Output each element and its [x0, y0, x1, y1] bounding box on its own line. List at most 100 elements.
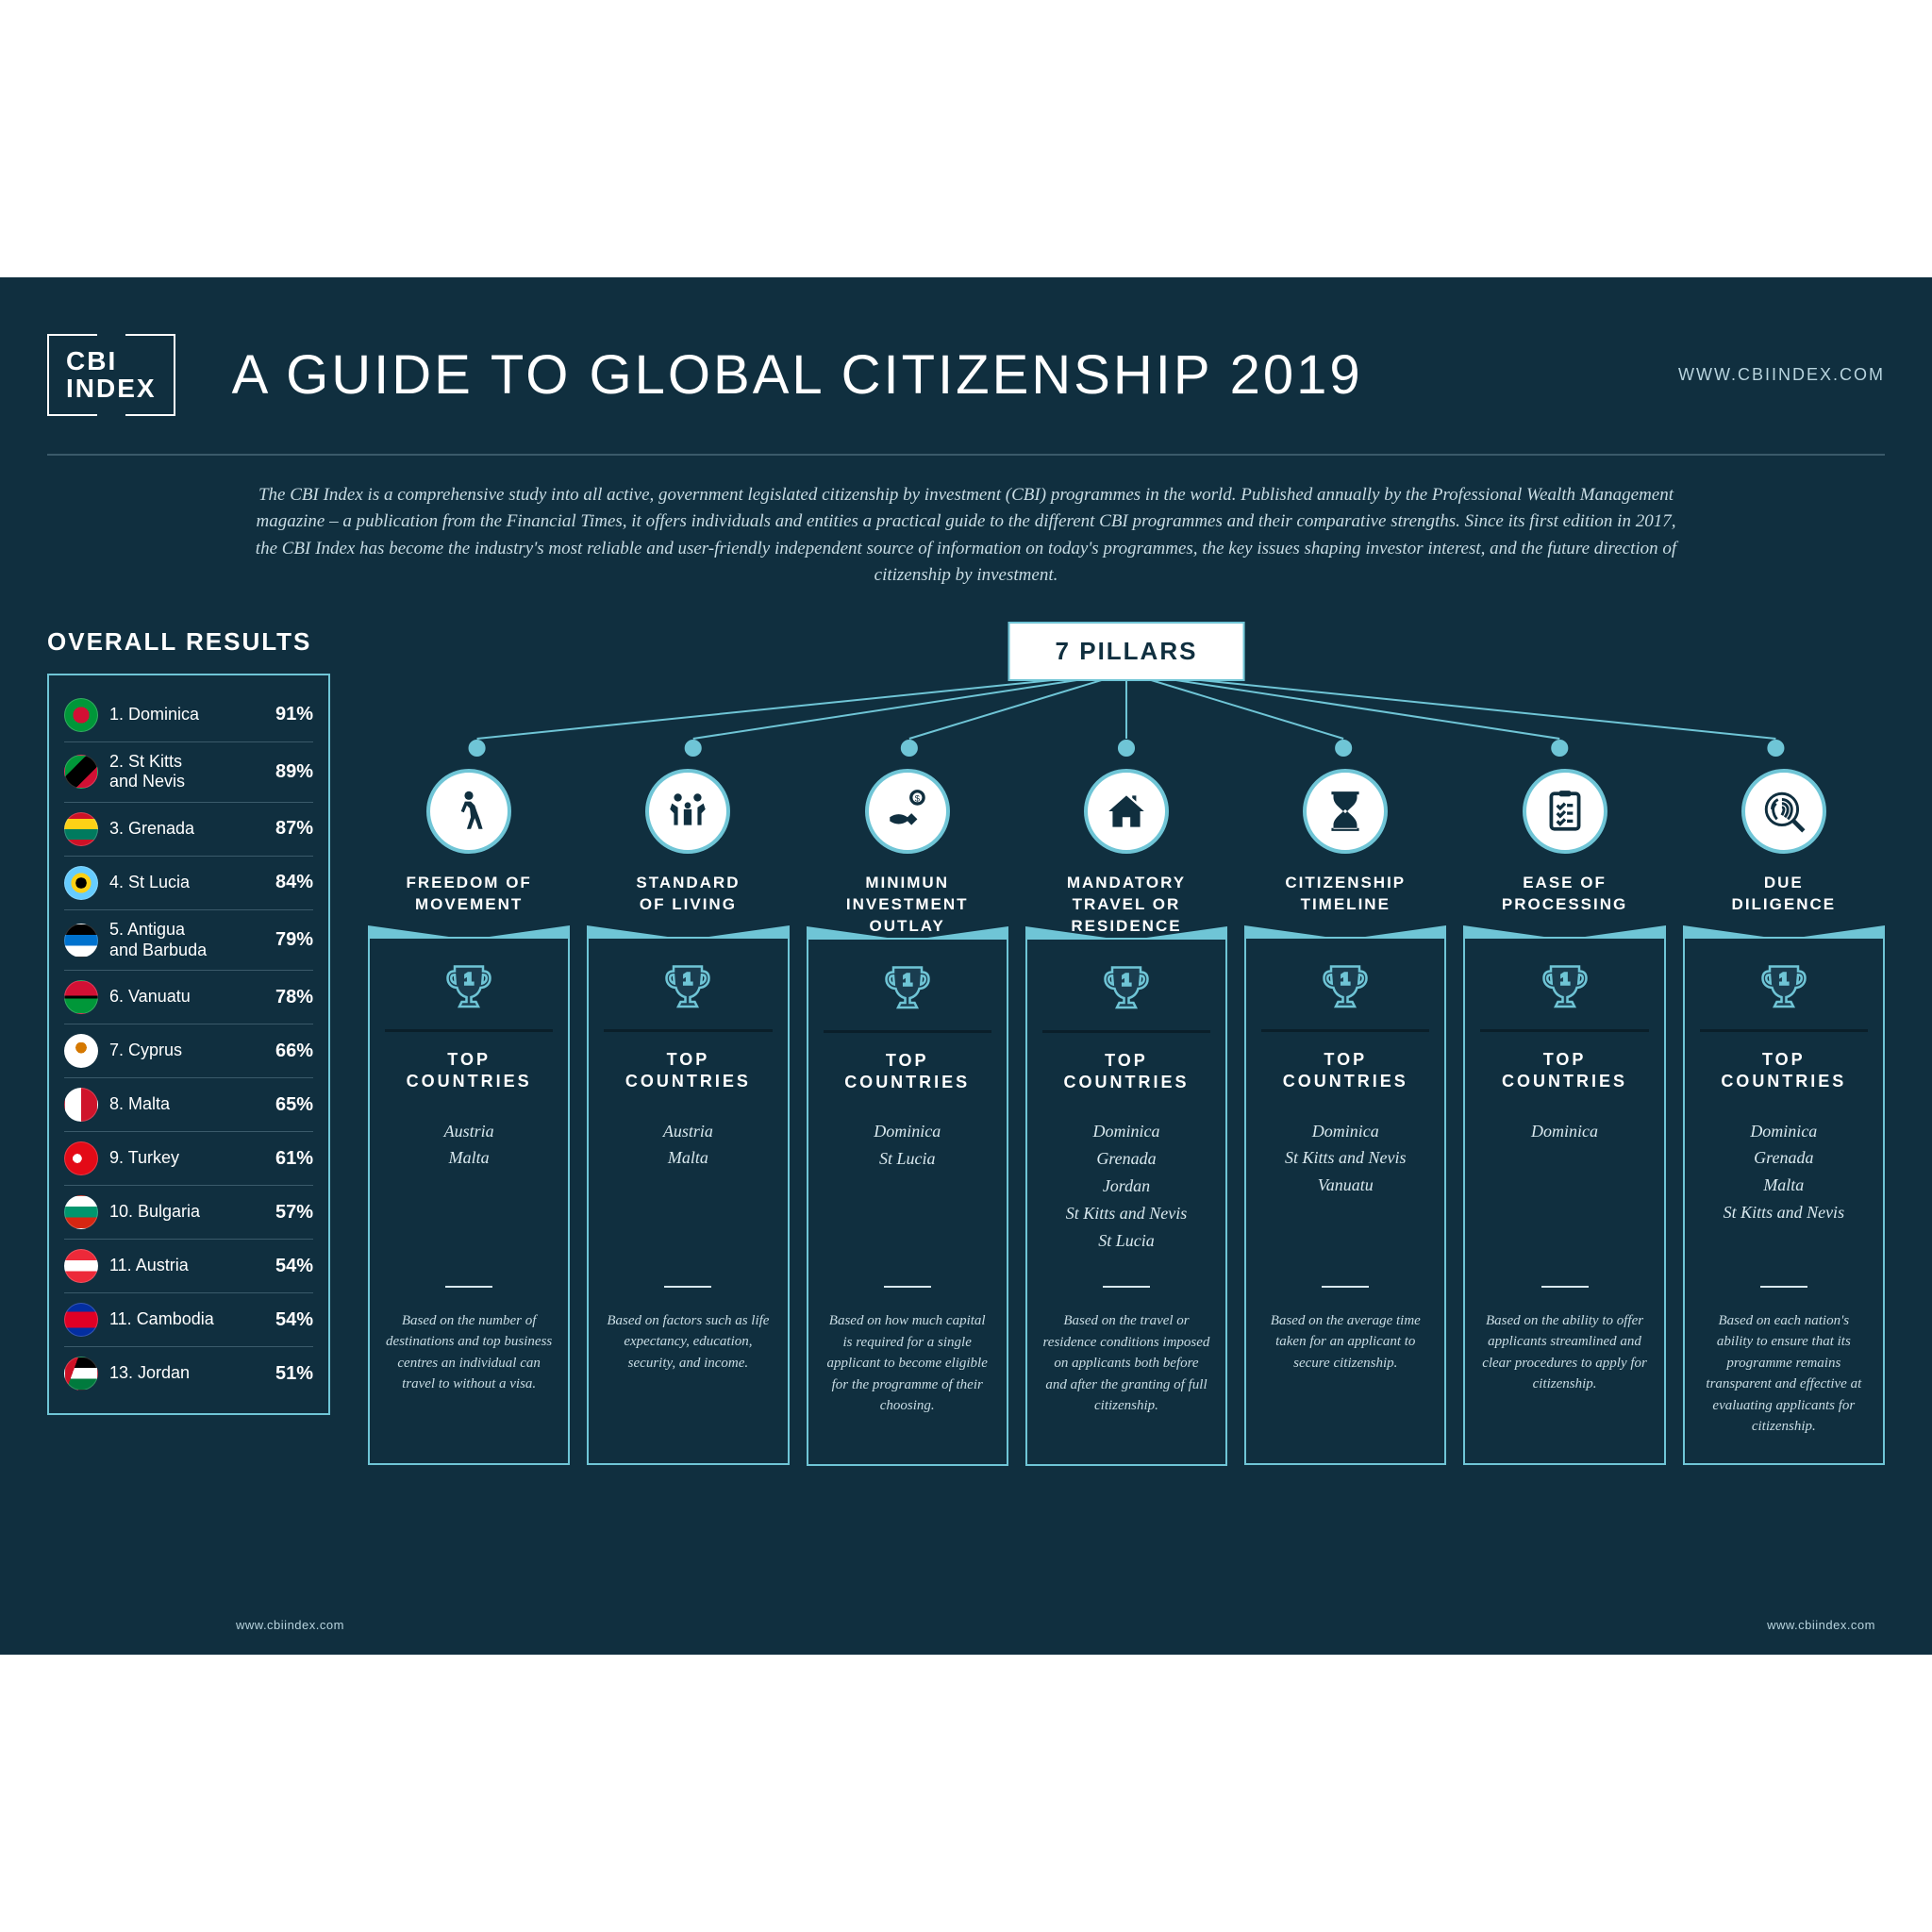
- trophy-icon: [1532, 959, 1598, 1016]
- trophy-icon: [1312, 959, 1378, 1016]
- top-countries-label: TOP COUNTRIES: [1721, 1049, 1846, 1093]
- pillar-desc: Based on the number of destinations and …: [385, 1310, 553, 1395]
- pillar-countries: Dominica St Kitts and Nevis Vanuatu: [1285, 1118, 1407, 1278]
- flag-icon: [64, 1195, 98, 1229]
- result-name: 10. Bulgaria: [109, 1202, 264, 1223]
- result-name: 5. Antigua and Barbuda: [109, 920, 264, 960]
- checklist-icon: [1523, 769, 1607, 854]
- flag-icon: [64, 1034, 98, 1068]
- result-name: 2. St Kitts and Nevis: [109, 752, 264, 792]
- pillar: DUE DILIGENCE TOP COUNTRIES Dominica Gre…: [1683, 769, 1885, 1466]
- result-name: 3. Grenada: [109, 819, 264, 840]
- family-icon: [645, 769, 730, 854]
- result-row: 6. Vanuatu 78%: [64, 971, 313, 1024]
- result-name: 9. Turkey: [109, 1148, 264, 1169]
- result-name: 4. St Lucia: [109, 873, 264, 893]
- pillar-countries: Austria Malta: [663, 1118, 713, 1278]
- result-row: 10. Bulgaria 57%: [64, 1186, 313, 1240]
- result-pct: 89%: [275, 761, 313, 783]
- pillar-countries: Dominica Grenada Jordan St Kitts and Nev…: [1066, 1118, 1188, 1278]
- pillar-card: TOP COUNTRIES Dominica Grenada Jordan St…: [1025, 938, 1227, 1466]
- pillar: CITIZENSHIP TIMELINE TOP COUNTRIES Domin…: [1244, 769, 1446, 1466]
- result-row: 7. Cyprus 66%: [64, 1024, 313, 1078]
- pillar: MANDATORY TRAVEL OR RESIDENCE TOP COUNTR…: [1025, 769, 1227, 1466]
- pillar: EASE OF PROCESSING TOP COUNTRIES Dominic…: [1463, 769, 1665, 1466]
- money-icon: [865, 769, 950, 854]
- result-pct: 87%: [275, 818, 313, 840]
- flag-icon: [64, 980, 98, 1014]
- result-row: 4. St Lucia 84%: [64, 857, 313, 910]
- results-box: 1. Dominica 91% 2. St Kitts and Nevis 89…: [47, 674, 330, 1415]
- pillar-desc: Based on the ability to offer applicants…: [1480, 1310, 1648, 1395]
- result-pct: 91%: [275, 704, 313, 725]
- result-name: 7. Cyprus: [109, 1041, 264, 1061]
- flag-icon: [64, 866, 98, 900]
- trophy-icon: [1751, 959, 1817, 1016]
- result-name: 11. Cambodia: [109, 1309, 264, 1330]
- flag-icon: [64, 1303, 98, 1337]
- pillar-card: TOP COUNTRIES Dominica Grenada Malta St …: [1683, 937, 1885, 1465]
- pillar: FREEDOM OF MOVEMENT TOP COUNTRIES Austri…: [368, 769, 570, 1466]
- trophy-icon: [874, 960, 941, 1017]
- result-row: 9. Turkey 61%: [64, 1132, 313, 1186]
- result-pct: 78%: [275, 987, 313, 1008]
- top-countries-label: TOP COUNTRIES: [1063, 1050, 1189, 1094]
- flag-icon: [64, 924, 98, 958]
- result-pct: 66%: [275, 1041, 313, 1062]
- page-title: A GUIDE TO GLOBAL CITIZENSHIP 2019: [232, 343, 1622, 407]
- result-name: 8. Malta: [109, 1094, 264, 1115]
- walk-icon: [426, 769, 511, 854]
- pillar-card: TOP COUNTRIES Austria Malta Based on fac…: [587, 937, 789, 1465]
- pillar-desc: Based on the average time taken for an a…: [1261, 1310, 1429, 1374]
- pillar-card: TOP COUNTRIES Dominica Based on the abil…: [1463, 937, 1665, 1465]
- flag-icon: [64, 698, 98, 732]
- flag-icon: [64, 755, 98, 789]
- result-pct: 54%: [275, 1309, 313, 1331]
- result-name: 6. Vanuatu: [109, 987, 264, 1008]
- pillar: STANDARD OF LIVING TOP COUNTRIES Austria…: [587, 769, 789, 1466]
- top-countries-label: TOP COUNTRIES: [1502, 1049, 1627, 1093]
- pillar-card: TOP COUNTRIES Austria Malta Based on the…: [368, 937, 570, 1465]
- result-row: 8. Malta 65%: [64, 1078, 313, 1132]
- hourglass-icon: [1303, 769, 1388, 854]
- house-icon: [1084, 769, 1169, 854]
- trophy-icon: [655, 959, 721, 1016]
- result-pct: 79%: [275, 929, 313, 951]
- connector-lines: [368, 673, 1885, 767]
- top-countries-label: TOP COUNTRIES: [1283, 1049, 1408, 1093]
- flag-icon: [64, 1088, 98, 1122]
- pillar-countries: Dominica St Lucia: [874, 1118, 941, 1278]
- footer-url-right: www.cbiindex.com: [1767, 1618, 1875, 1632]
- trophy-icon: [436, 959, 502, 1016]
- header-url: WWW.CBIINDEX.COM: [1678, 365, 1885, 385]
- fingerprint-icon: [1741, 769, 1826, 854]
- top-countries-label: TOP COUNTRIES: [407, 1049, 532, 1093]
- pillar: MINIMUN INVESTMENT OUTLAY TOP COUNTRIES …: [807, 769, 1008, 1466]
- pillar-countries: Austria Malta: [444, 1118, 494, 1278]
- pillar-card: TOP COUNTRIES Dominica St Lucia Based on…: [807, 938, 1008, 1466]
- result-row: 5. Antigua and Barbuda 79%: [64, 910, 313, 971]
- flag-icon: [64, 1141, 98, 1175]
- pillar-desc: Based on how much capital is required fo…: [824, 1310, 991, 1417]
- pillar-desc: Based on factors such as life expectancy…: [604, 1310, 772, 1374]
- result-pct: 57%: [275, 1202, 313, 1224]
- result-row: 13. Jordan 51%: [64, 1347, 313, 1400]
- result-pct: 61%: [275, 1148, 313, 1170]
- intro-text: The CBI Index is a comprehensive study i…: [211, 482, 1721, 590]
- flag-icon: [64, 812, 98, 846]
- pillar-card: TOP COUNTRIES Dominica St Kitts and Nevi…: [1244, 937, 1446, 1465]
- result-row: 3. Grenada 87%: [64, 803, 313, 857]
- result-pct: 51%: [275, 1363, 313, 1385]
- pillar-desc: Based on the travel or residence conditi…: [1042, 1310, 1210, 1417]
- top-countries-label: TOP COUNTRIES: [625, 1049, 751, 1093]
- pillars-hub-label: 7 PILLARS: [1008, 622, 1245, 681]
- pillar-desc: Based on each nation's ability to ensure…: [1700, 1310, 1868, 1438]
- result-row: 1. Dominica 91%: [64, 689, 313, 742]
- result-row: 11. Cambodia 54%: [64, 1293, 313, 1347]
- result-name: 13. Jordan: [109, 1363, 264, 1384]
- result-name: 11. Austria: [109, 1256, 264, 1276]
- top-countries-label: TOP COUNTRIES: [844, 1050, 970, 1094]
- result-pct: 54%: [275, 1256, 313, 1277]
- pillar-countries: Dominica Grenada Malta St Kitts and Nevi…: [1724, 1118, 1845, 1278]
- pillar-countries: Dominica: [1531, 1118, 1598, 1278]
